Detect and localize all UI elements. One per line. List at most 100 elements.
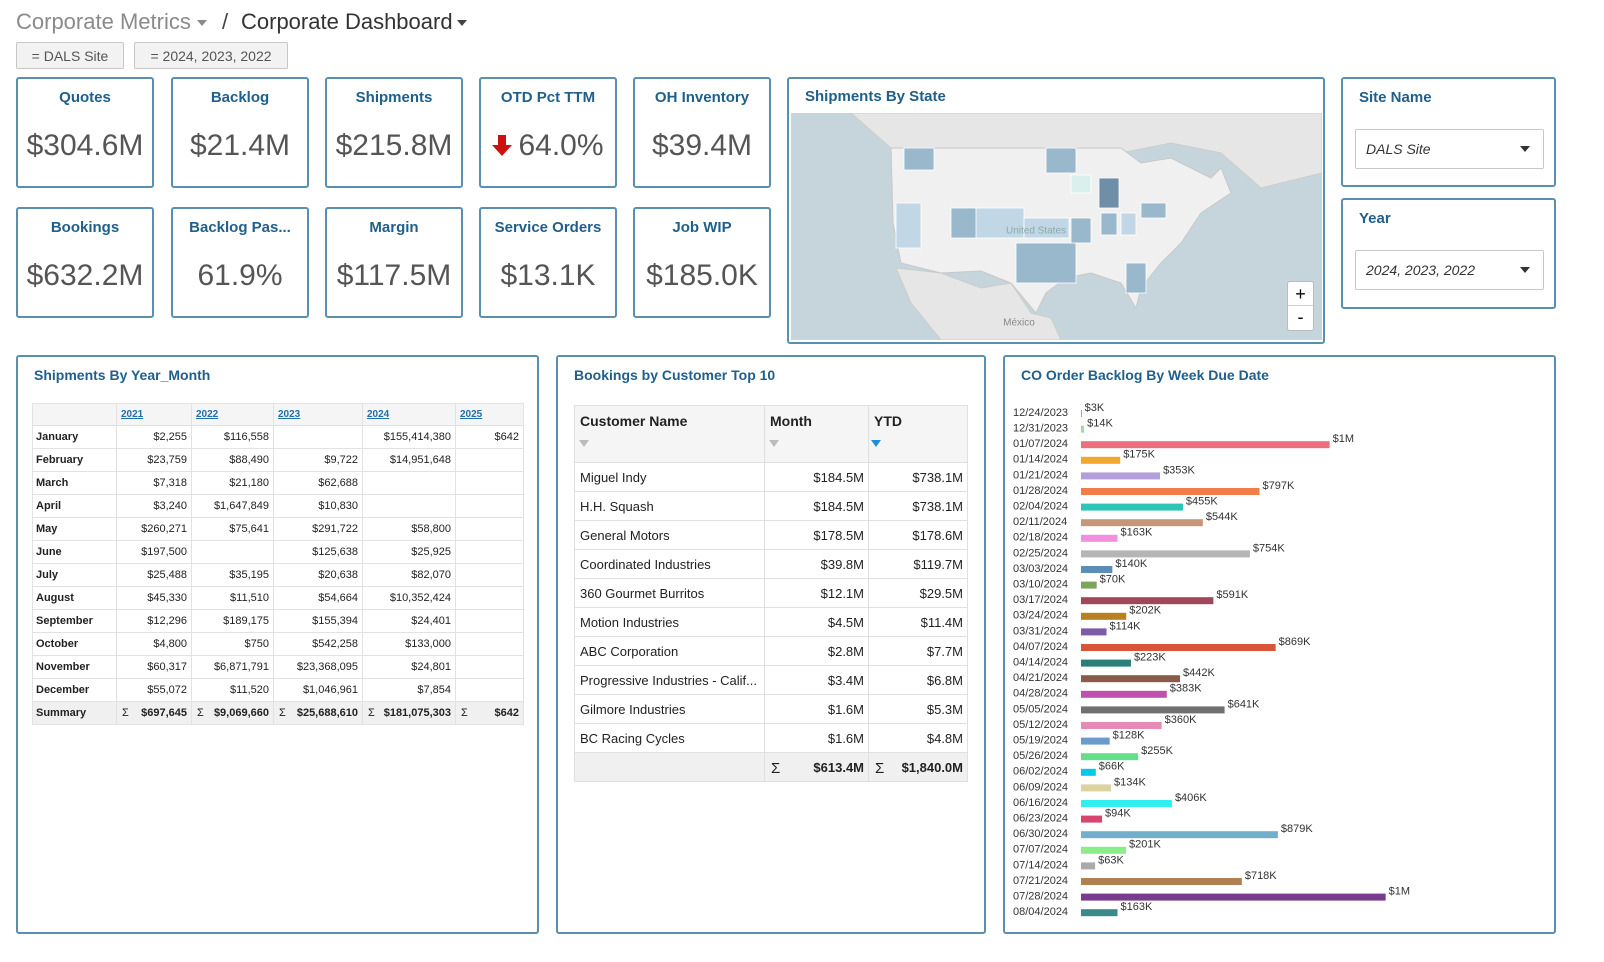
cell [455,471,524,495]
cell: $6,871,791 [191,655,274,679]
kpi-card: Bookings $632.2M [16,207,154,318]
year-header[interactable]: 2021 [116,403,192,426]
backlog-panel: CO Order Backlog By Week Due Date 12/24/2… [1003,355,1556,934]
cell [455,655,524,679]
cell: $11,510 [191,586,274,610]
filter-chip[interactable]: = 2024, 2023, 2022 [134,42,288,69]
kpi-card: Shipments $215.8M [325,77,463,188]
header-row: 2021 2022 2023 2024 2025 [32,403,524,426]
y-tick-label: 06/02/2024 [1013,766,1068,778]
cell: Σ $642 [455,701,524,725]
sum-value: $697,645 [141,707,187,719]
sum-symbol: Σ [122,707,129,719]
dropdown-caret[interactable] [457,20,467,26]
selector-card: Year 2024, 2023, 2022 [1341,198,1556,309]
zoom-in[interactable]: + [1288,282,1313,306]
value-label: $66K [1099,761,1125,773]
data-row: July $25,488 $35,195 $20,638 $82,070 [32,563,524,587]
value-label: $163K [1121,901,1153,913]
year-header[interactable]: 2024 [362,403,456,426]
value-label: $455K [1186,496,1218,508]
kpi-value-row: $21.4M [173,129,307,163]
row-label: April [32,494,117,518]
kpi-card: Margin $117.5M [325,207,463,318]
cell: $125,638 [273,540,363,564]
map-title: Shipments By State [805,88,946,105]
breadcrumb-parent[interactable]: Corporate Metrics [16,9,191,34]
filter-chip[interactable]: = DALS Site [16,42,124,69]
row-label: December [32,678,117,702]
dashboard-title[interactable]: Corporate Dashboard [241,9,453,34]
row-label: October [32,632,117,656]
cell: $738.1M [868,491,968,521]
dropdown-caret[interactable] [1520,146,1530,152]
cell: $542,258 [273,632,363,656]
data-row: April $3,240 $1,647,849 $10,830 [32,494,524,518]
data-row: September $12,296 $189,175 $155,394 $24,401 [32,609,524,633]
cell [362,471,456,495]
y-tick-label: 06/30/2024 [1013,828,1068,840]
bar [1081,581,1097,589]
kpi-value-row: $39.4M [635,129,769,163]
dropdown-caret[interactable] [197,20,207,26]
state-shading [1015,242,1077,284]
filter-chip-text: = 2024, 2023, 2022 [150,48,272,64]
cell: $75,641 [191,517,274,541]
y-tick-label: 07/21/2024 [1013,875,1068,887]
zoom-out[interactable]: - [1297,307,1304,327]
cell: $20,638 [273,563,363,587]
cell: $25,488 [116,563,192,587]
map[interactable]: United States México [791,113,1322,340]
y-tick-label: 04/14/2024 [1013,657,1068,669]
kpi-card: Backlog Pas... 61.9% [171,207,309,318]
cell: $133,000 [362,632,456,656]
trend-down-arrow [492,135,513,156]
cell: $11.4M [868,607,968,637]
selector-label: Site Name [1359,89,1432,106]
sort-icon[interactable] [769,440,779,447]
sum-value: $9,069,660 [213,707,269,719]
cell: $642 [455,425,524,449]
value-label: $718K [1245,870,1277,882]
year-header[interactable]: 2023 [273,403,363,426]
column-header-text[interactable]: YTD [874,413,902,429]
cell: $82,070 [362,563,456,587]
bar [1081,768,1096,776]
value-label: $175K [1123,449,1155,461]
bar [1081,550,1250,558]
cell: 360 Gourmet Burritos [574,578,765,608]
sort-icon[interactable] [579,440,589,447]
selector-dropdown[interactable]: DALS Site [1355,129,1544,169]
cell: $4.5M [764,607,869,637]
y-tick-label: 02/25/2024 [1013,547,1068,559]
cell: Gilmore Industries [574,694,765,724]
value-label: $94K [1105,808,1131,820]
year-header[interactable]: 2022 [191,403,274,426]
cell: $35,195 [191,563,274,587]
cell: ABC Corporation [574,636,765,666]
cell: $738.1M [868,462,968,492]
value-label: $202K [1129,605,1161,617]
data-row: Miguel Indy $184.5M $738.1M [574,462,968,492]
state-shading [1140,202,1167,219]
year-header[interactable]: 2025 [455,403,524,426]
value-label: $1M [1333,433,1354,445]
column-header-text[interactable]: Month [770,413,812,429]
kpi-value: $632.2M [26,259,144,292]
selector-dropdown[interactable]: 2024, 2023, 2022 [1355,250,1544,290]
sort-icon[interactable] [871,440,881,447]
y-tick-label: 01/28/2024 [1013,485,1068,497]
bar [1081,456,1121,464]
bar [1081,519,1203,527]
column-header-text[interactable]: Customer Name [580,413,688,429]
dropdown-caret[interactable] [1520,267,1530,273]
y-tick-label: 03/10/2024 [1013,579,1068,591]
bar [1081,846,1127,854]
state-shading [1045,147,1077,174]
cell [455,563,524,587]
data-row: 360 Gourmet Burritos $12.1M $29.5M [574,578,968,608]
cell [574,752,765,782]
data-row: March $7,318 $21,180 $62,688 [32,471,524,495]
sum-symbol: Σ [368,707,375,719]
kpi-title: Backlog [210,89,270,106]
